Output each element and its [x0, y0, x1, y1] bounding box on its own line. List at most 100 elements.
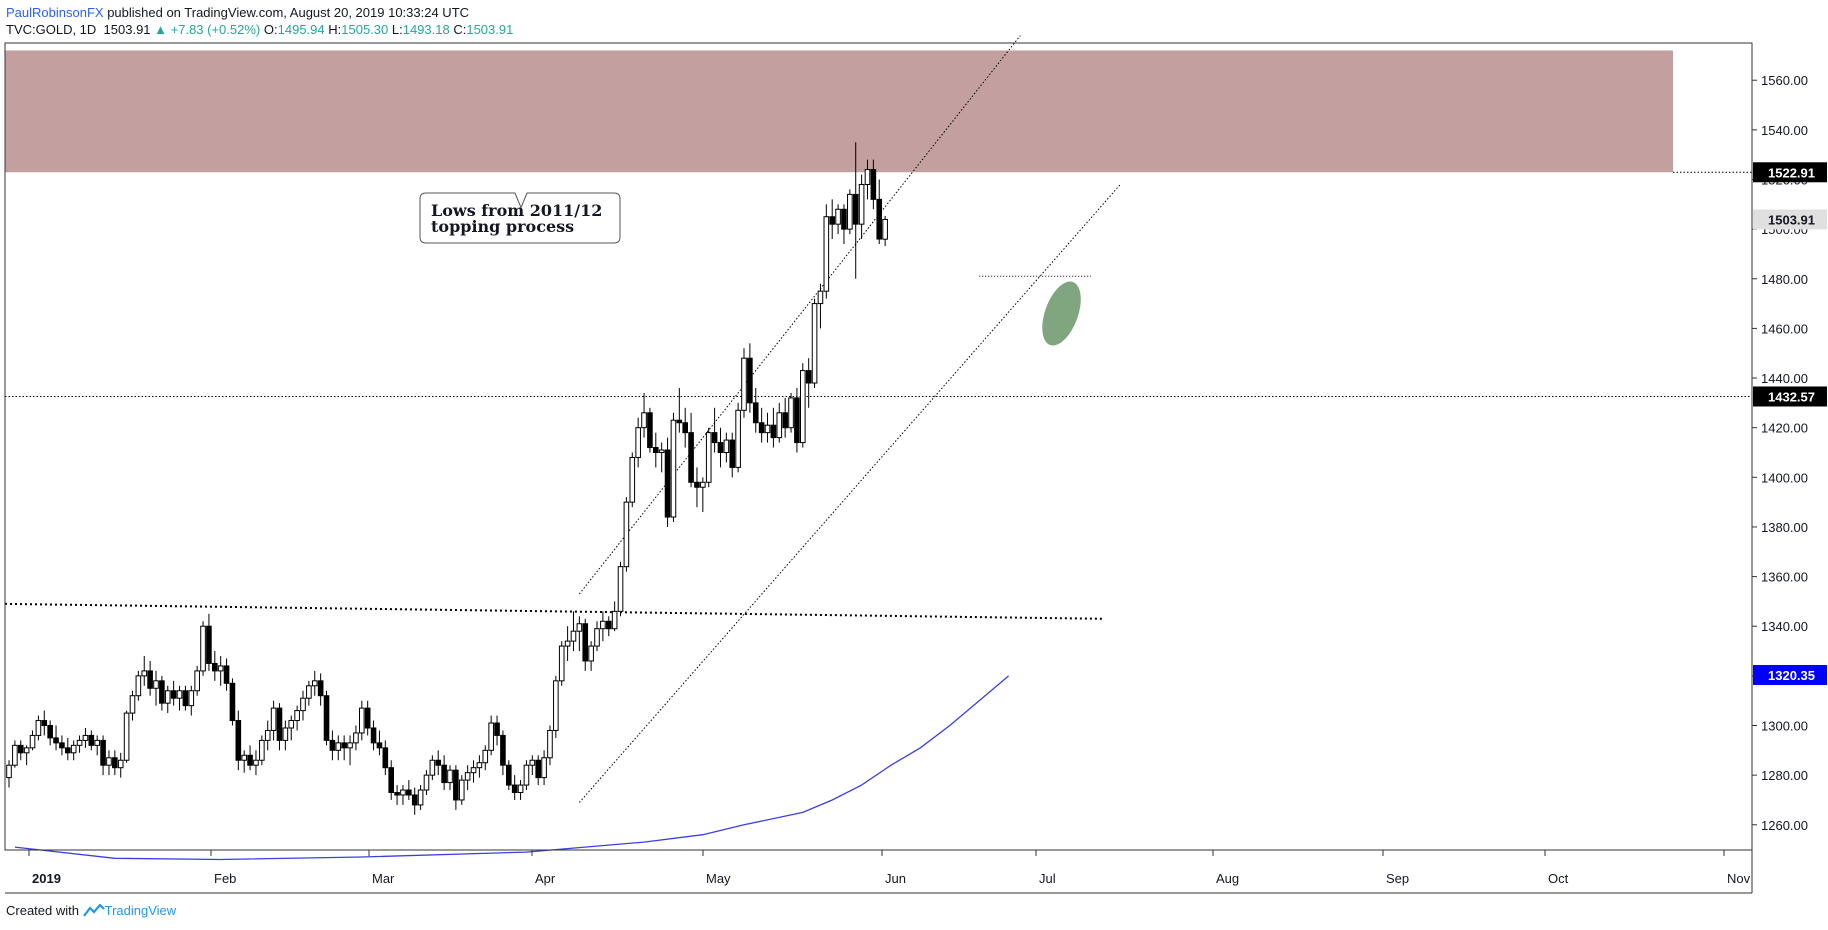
- candle[interactable]: [570, 611, 577, 652]
- candle[interactable]: [141, 656, 148, 686]
- candle[interactable]: [741, 348, 747, 418]
- candle[interactable]: [752, 387, 759, 433]
- candle[interactable]: [388, 760, 394, 800]
- candle[interactable]: [788, 392, 794, 433]
- candle[interactable]: [611, 601, 618, 632]
- candle[interactable]: [200, 621, 206, 676]
- candle[interactable]: [123, 710, 130, 763]
- candle[interactable]: [476, 755, 483, 778]
- candle[interactable]: [694, 467, 700, 508]
- candle[interactable]: [447, 765, 453, 791]
- candle[interactable]: [529, 755, 536, 776]
- candle[interactable]: [12, 740, 18, 768]
- candle[interactable]: [347, 735, 353, 766]
- candle[interactable]: [829, 199, 836, 240]
- candle[interactable]: [676, 387, 683, 433]
- candle[interactable]: [494, 715, 500, 746]
- candle[interactable]: [106, 750, 112, 776]
- candle[interactable]: [558, 641, 565, 686]
- candle[interactable]: [294, 705, 300, 731]
- candle[interactable]: [847, 189, 853, 235]
- candle[interactable]: [259, 735, 265, 766]
- candle[interactable]: [747, 343, 753, 413]
- candle[interactable]: [23, 745, 30, 766]
- candle[interactable]: [582, 618, 589, 671]
- candle[interactable]: [217, 656, 224, 686]
- author-link[interactable]: PaulRobinsonFX: [6, 5, 104, 20]
- candle[interactable]: [605, 616, 612, 637]
- candle[interactable]: [629, 452, 636, 508]
- candle[interactable]: [653, 432, 659, 468]
- candle[interactable]: [435, 750, 442, 776]
- candle[interactable]: [441, 755, 447, 791]
- candle[interactable]: [276, 703, 283, 751]
- candle[interactable]: [112, 750, 118, 776]
- candle[interactable]: [711, 407, 718, 453]
- candle[interactable]: [882, 215, 888, 247]
- candle[interactable]: [641, 392, 647, 438]
- candle[interactable]: [364, 700, 371, 736]
- candle[interactable]: [159, 675, 165, 711]
- candle[interactable]: [353, 725, 359, 751]
- candle[interactable]: [729, 432, 736, 478]
- candle[interactable]: [59, 735, 65, 756]
- candle[interactable]: [464, 765, 471, 791]
- candle[interactable]: [235, 710, 242, 771]
- candle[interactable]: [805, 358, 812, 408]
- candle[interactable]: [82, 727, 89, 748]
- candle[interactable]: [206, 613, 212, 671]
- candle[interactable]: [664, 437, 671, 527]
- candle[interactable]: [764, 412, 771, 443]
- candle[interactable]: [800, 363, 806, 448]
- candle[interactable]: [194, 665, 200, 696]
- candle[interactable]: [394, 785, 400, 805]
- candle[interactable]: [341, 735, 347, 761]
- candle[interactable]: [317, 673, 324, 706]
- candle[interactable]: [382, 740, 389, 776]
- candle[interactable]: [6, 760, 12, 788]
- symbol-label[interactable]: TVC:GOLD, 1D: [6, 22, 97, 37]
- candle[interactable]: [535, 755, 542, 786]
- candle[interactable]: [129, 690, 136, 721]
- candle[interactable]: [870, 159, 877, 210]
- candle[interactable]: [70, 740, 77, 761]
- candle[interactable]: [335, 735, 342, 761]
- candle[interactable]: [617, 561, 624, 617]
- candle[interactable]: [423, 770, 430, 795]
- candle[interactable]: [188, 685, 195, 716]
- candle[interactable]: [553, 675, 559, 738]
- candle[interactable]: [811, 298, 818, 388]
- candle[interactable]: [117, 752, 124, 778]
- candle[interactable]: [506, 760, 512, 791]
- candle[interactable]: [65, 737, 71, 761]
- candle[interactable]: [170, 680, 177, 706]
- candle[interactable]: [458, 775, 465, 805]
- candle[interactable]: [588, 641, 594, 671]
- candle[interactable]: [323, 690, 330, 746]
- candle[interactable]: [41, 710, 48, 736]
- candle[interactable]: [770, 407, 777, 448]
- candle[interactable]: [88, 730, 95, 751]
- candle[interactable]: [594, 621, 600, 652]
- candle[interactable]: [29, 730, 36, 751]
- candle[interactable]: [311, 670, 318, 696]
- candle[interactable]: [717, 427, 724, 468]
- candle[interactable]: [523, 760, 530, 791]
- candle[interactable]: [429, 755, 436, 781]
- candle[interactable]: [517, 780, 524, 800]
- candle[interactable]: [682, 407, 689, 448]
- candle[interactable]: [400, 785, 406, 805]
- candle[interactable]: [600, 611, 606, 642]
- candle[interactable]: [817, 283, 824, 329]
- candle[interactable]: [823, 204, 830, 299]
- candle[interactable]: [852, 142, 859, 279]
- candle[interactable]: [153, 670, 159, 706]
- candle[interactable]: [705, 427, 712, 488]
- candle[interactable]: [164, 685, 171, 714]
- candle[interactable]: [647, 407, 653, 453]
- candle[interactable]: [300, 690, 306, 721]
- candle[interactable]: [411, 787, 418, 815]
- candle[interactable]: [147, 660, 153, 696]
- candle[interactable]: [182, 685, 189, 711]
